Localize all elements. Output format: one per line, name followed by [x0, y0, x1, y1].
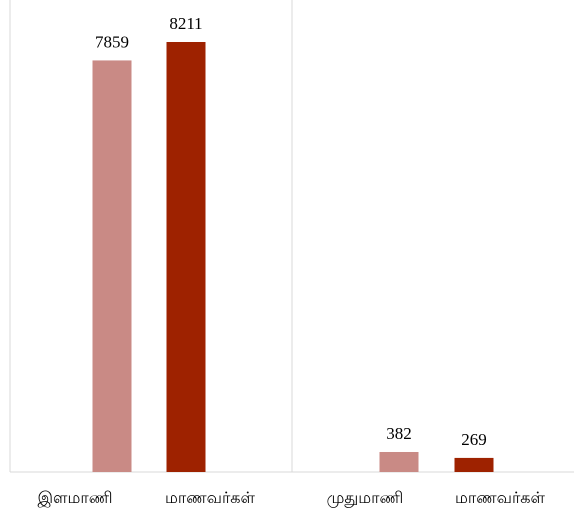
category-label-4: மாணவர்கள் — [455, 488, 546, 507]
bars-group — [92, 42, 494, 472]
value-label-3: 382 — [386, 424, 412, 443]
value-labels-group: 7859 8211 382 269 — [95, 14, 487, 449]
category-label-1: இளமாணி — [37, 488, 112, 508]
value-label-1: 7859 — [95, 32, 129, 51]
category-label-3: முதுமாணி — [327, 488, 404, 508]
bar-1 — [92, 60, 132, 472]
bar-4 — [454, 457, 494, 472]
category-label-2: மாணவர்கள் — [165, 488, 256, 507]
bar-2 — [166, 42, 206, 472]
value-label-4: 269 — [461, 430, 487, 449]
value-label-2: 8211 — [169, 14, 202, 33]
category-labels-group: இளமாணி மாணவர்கள் முதுமாணி மாணவர்கள் — [37, 488, 545, 508]
bar-3 — [379, 451, 419, 472]
